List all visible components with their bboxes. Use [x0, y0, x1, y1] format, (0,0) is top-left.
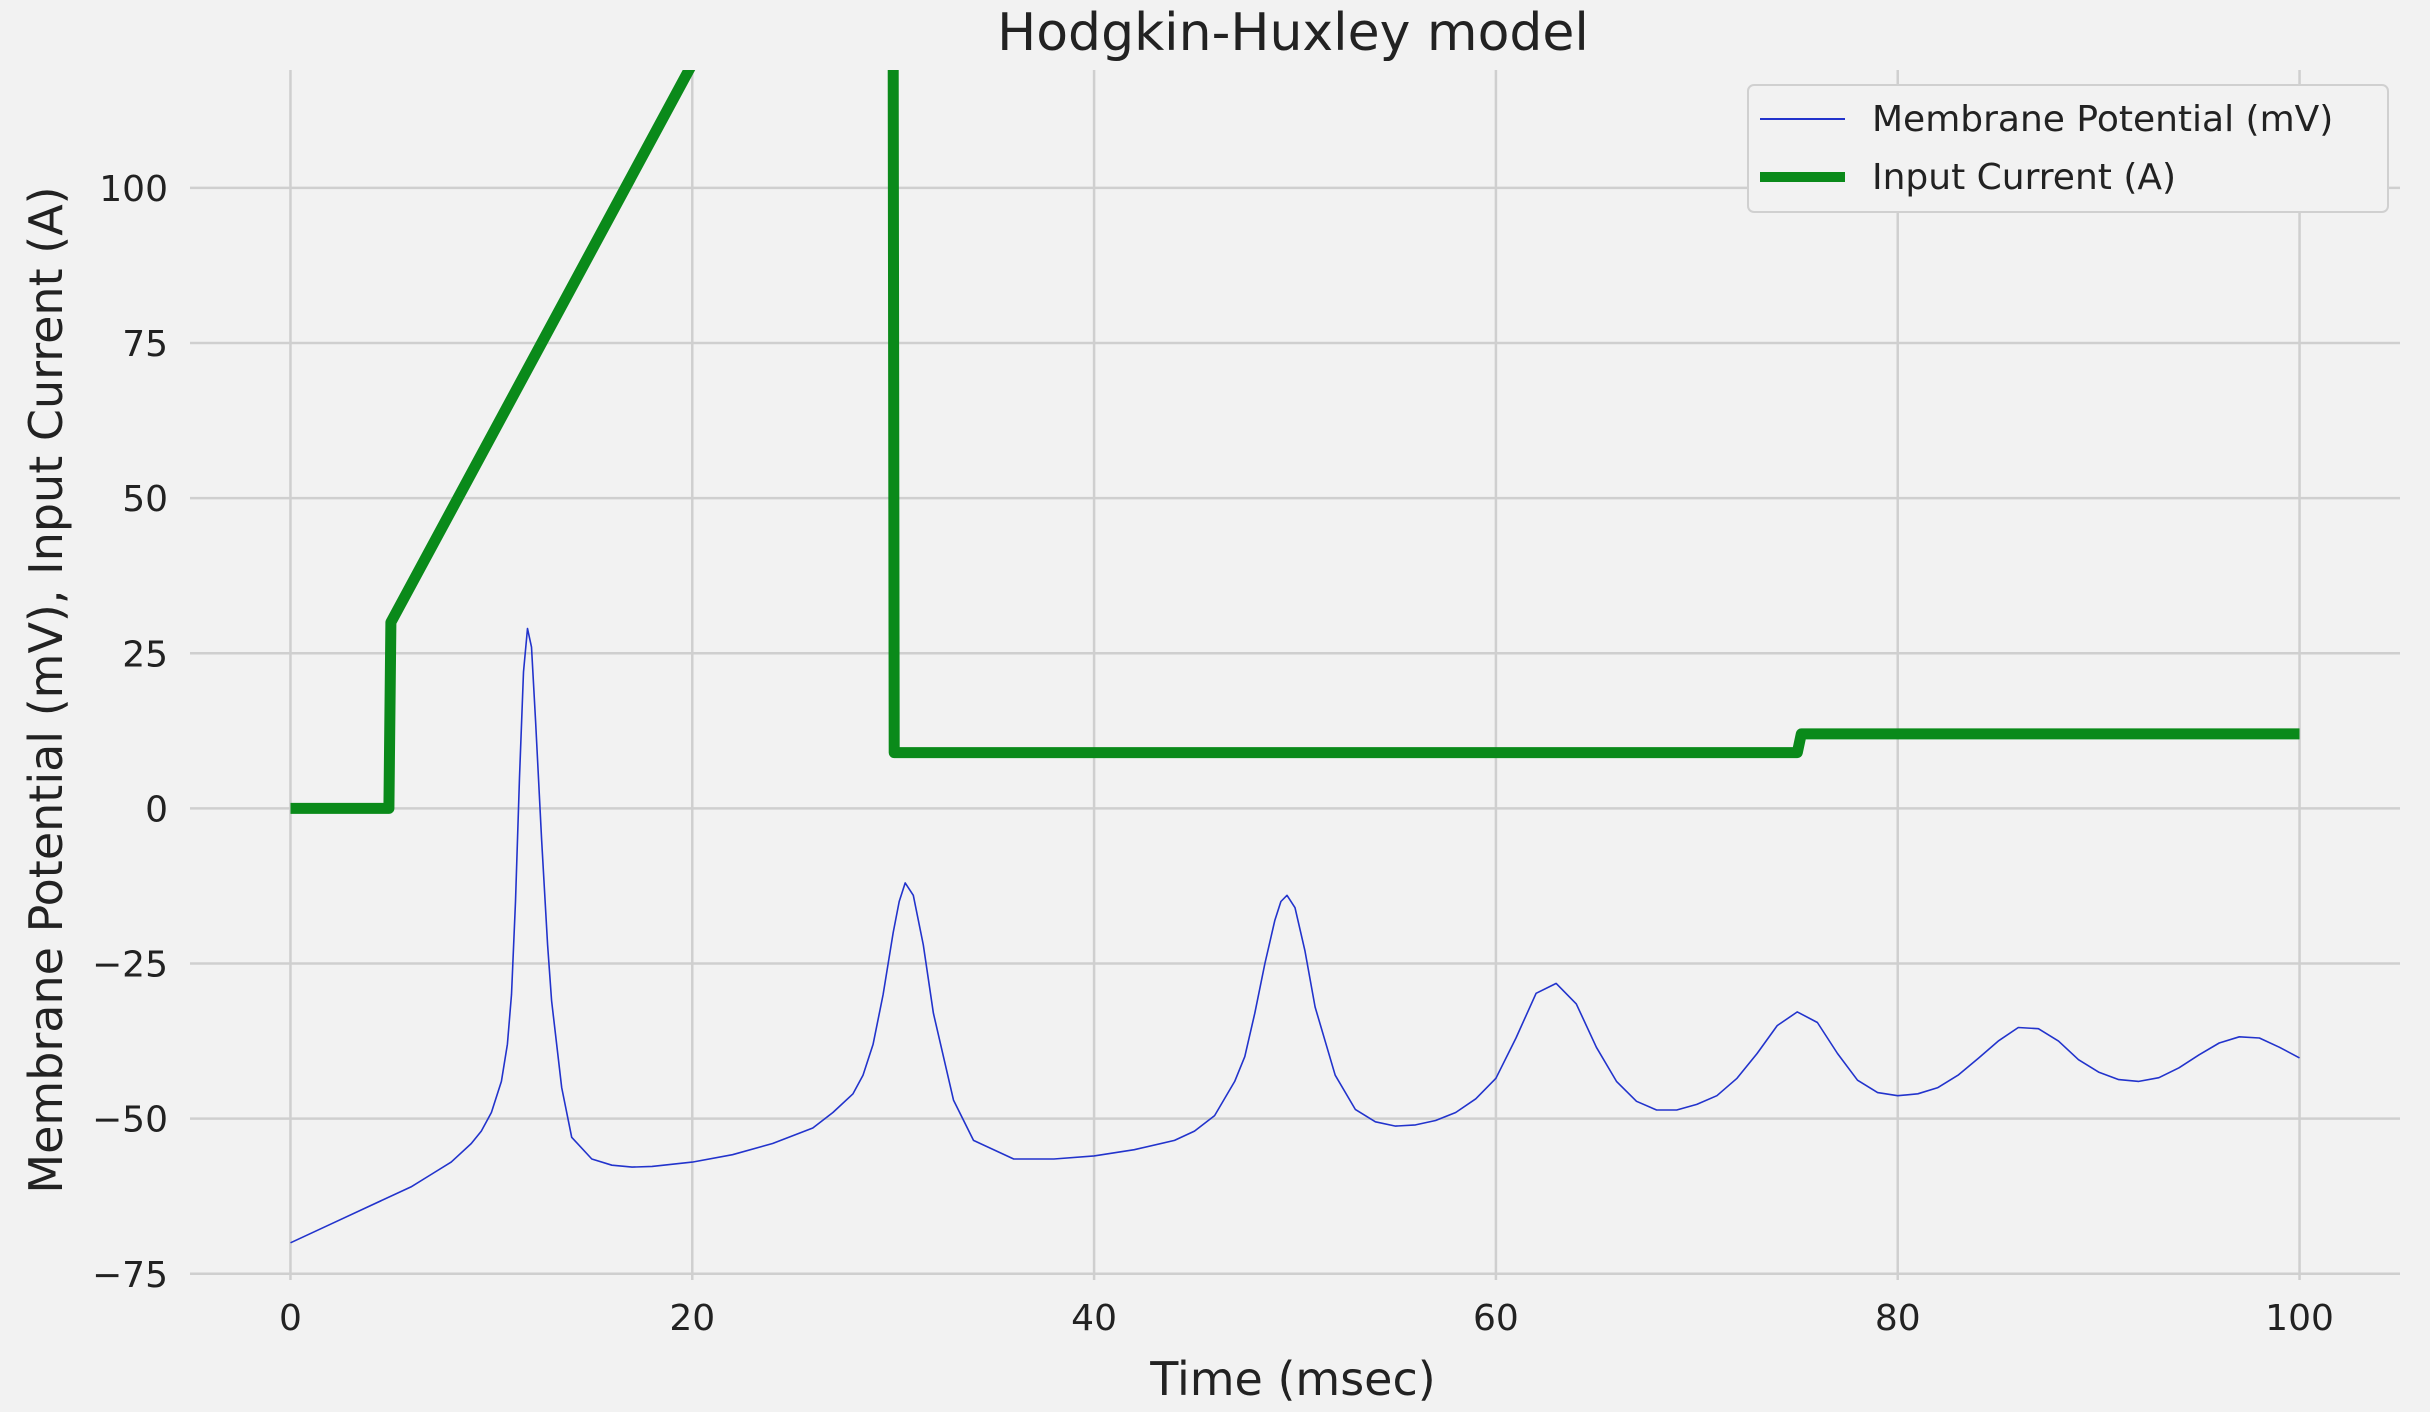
y-tick-label: 0 [145, 789, 168, 830]
y-tick-label: −75 [92, 1255, 168, 1296]
y-tick-label: −25 [92, 945, 168, 986]
x-tick-label: 20 [669, 1298, 715, 1339]
y-tick-label: 50 [122, 479, 168, 520]
y-tick-label: 100 [99, 169, 168, 210]
x-tick-label: 60 [1473, 1298, 1519, 1339]
x-tick-label: 40 [1071, 1298, 1117, 1339]
grid-lines [190, 70, 2400, 1280]
legend: Membrane Potential (mV) Input Current (A… [1747, 84, 2389, 213]
y-tick-label: 25 [122, 634, 168, 675]
plot-series [290, 70, 2300, 1244]
y-tick-label: 75 [122, 324, 168, 365]
membrane-potential-line [290, 627, 2300, 1244]
legend-label-membrane-potential: Membrane Potential (mV) [1872, 99, 2333, 140]
y-axis-label: Membrane Potential (mV), Input Current (… [19, 186, 73, 1193]
chart-title: Hodgkin-Huxley model [997, 3, 1589, 63]
y-axis: −75 −50 −25 0 25 50 75 100 [92, 169, 168, 1296]
x-tick-label: 80 [1875, 1298, 1921, 1339]
x-tick-label: 0 [279, 1298, 302, 1339]
x-tick-label: 100 [2265, 1298, 2334, 1339]
x-axis: 0 20 40 60 80 100 [279, 1298, 2334, 1339]
legend-box [1747, 84, 2389, 213]
y-tick-label: −50 [92, 1100, 168, 1141]
input-current-line [290, 70, 2300, 814]
x-axis-label: Time (msec) [1149, 1352, 1435, 1406]
legend-label-input-current: Input Current (A) [1872, 157, 2176, 198]
